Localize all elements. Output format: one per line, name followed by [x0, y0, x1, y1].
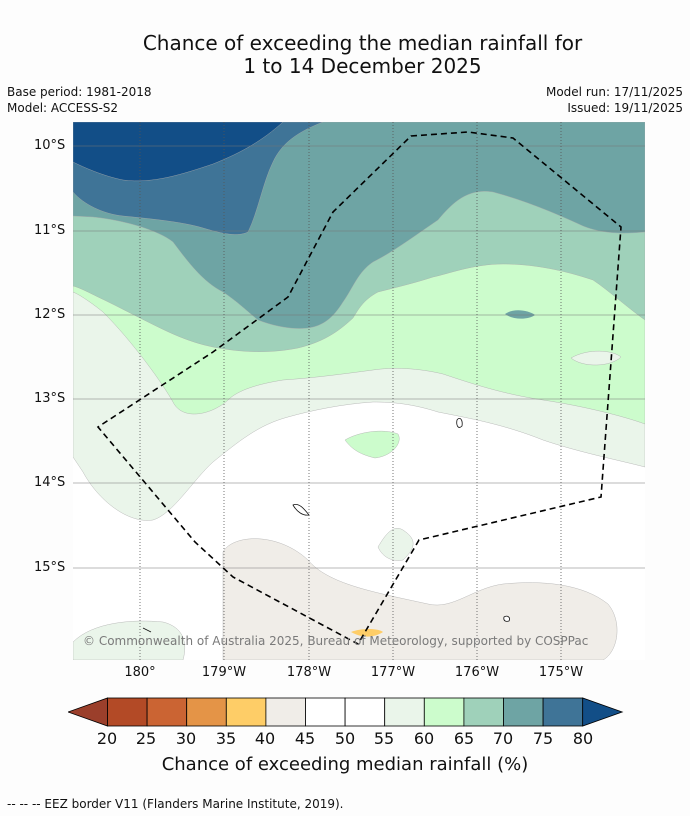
colorbar-tick: 50 [334, 729, 356, 748]
map-svg [73, 122, 645, 660]
contour-patch-middle [344, 430, 400, 459]
lon-label: 180° [124, 665, 156, 680]
colorbar-swatch [186, 697, 227, 727]
colorbar-tick: 65 [453, 729, 475, 748]
colorbar-swatch [146, 697, 188, 727]
model-name: Model: ACCESS-S2 [7, 101, 119, 115]
contour-80-plus [73, 122, 284, 182]
contour-patch-east [505, 310, 535, 319]
island-3 [503, 615, 510, 622]
chart-title-line2: 1 to 14 December 2025 [243, 54, 482, 78]
contour-40-45-south [222, 538, 618, 660]
contour-patch-east-2 [570, 350, 622, 366]
base-period: Base period: 1981-2018 [7, 85, 152, 99]
colorbar-swatch [225, 697, 267, 727]
colorbar-tick: 55 [373, 729, 395, 748]
colorbar-svg [66, 697, 624, 727]
colorbar-swatch [463, 697, 504, 727]
colorbar-tick: 40 [254, 729, 276, 748]
island-1 [456, 418, 463, 428]
lon-label: 179°W [201, 665, 247, 680]
colorbar-tick: 20 [96, 729, 118, 748]
colorbar-swatch [344, 697, 386, 727]
lat-label: 14°S [34, 475, 66, 490]
colorbar-arrow-high [582, 697, 624, 727]
island-4 [142, 627, 152, 633]
lon-label: 175°W [538, 665, 584, 680]
colorbar [66, 697, 624, 733]
colorbar-arrow-low [66, 697, 108, 727]
colorbar-swatch [384, 697, 425, 727]
lat-label: 10°S [34, 138, 66, 153]
lat-label: 11°S [34, 223, 66, 238]
lon-label: 177°W [370, 665, 416, 680]
eez-footnote: -- -- -- EEZ border V11 (Flanders Marine… [7, 797, 344, 811]
colorbar-tick: 70 [492, 729, 514, 748]
eez-border [96, 131, 622, 646]
colorbar-tick: 30 [175, 729, 197, 748]
model-run: Model run: 17/11/2025 [545, 85, 683, 99]
issued-date: Issued: 19/11/2025 [567, 101, 683, 115]
copyright-notice: © Commonwealth of Australia 2025, Bureau… [83, 634, 589, 648]
colorbar-label: Chance of exceeding median rainfall (%) [161, 754, 529, 775]
latitude-gridlines [73, 145, 645, 569]
colorbar-swatch [107, 697, 148, 727]
lon-label: 176°W [454, 665, 500, 680]
contour-patch-sw [73, 620, 185, 660]
lon-label: 178°W [286, 665, 332, 680]
colorbar-swatch [423, 697, 465, 727]
colorbar-tick: 75 [532, 729, 554, 748]
forecast-map [73, 122, 645, 660]
colorbar-swatch [542, 697, 584, 727]
lat-label: 15°S [34, 560, 66, 575]
colorbar-swatch [503, 697, 544, 727]
colorbar-tick: 45 [294, 729, 316, 748]
contour-patch-south [377, 528, 414, 561]
chart-title-line1: Chance of exceeding the median rainfall … [142, 31, 583, 55]
colorbar-tick: 80 [572, 729, 594, 748]
colorbar-tick: 25 [135, 729, 157, 748]
colorbar-swatch [265, 697, 306, 727]
lat-label: 12°S [34, 307, 66, 322]
colorbar-tick: 35 [215, 729, 237, 748]
contour-35-40 [351, 629, 383, 637]
colorbar-swatch [305, 697, 346, 727]
lat-label: 13°S [34, 391, 66, 406]
colorbar-tick: 60 [413, 729, 435, 748]
